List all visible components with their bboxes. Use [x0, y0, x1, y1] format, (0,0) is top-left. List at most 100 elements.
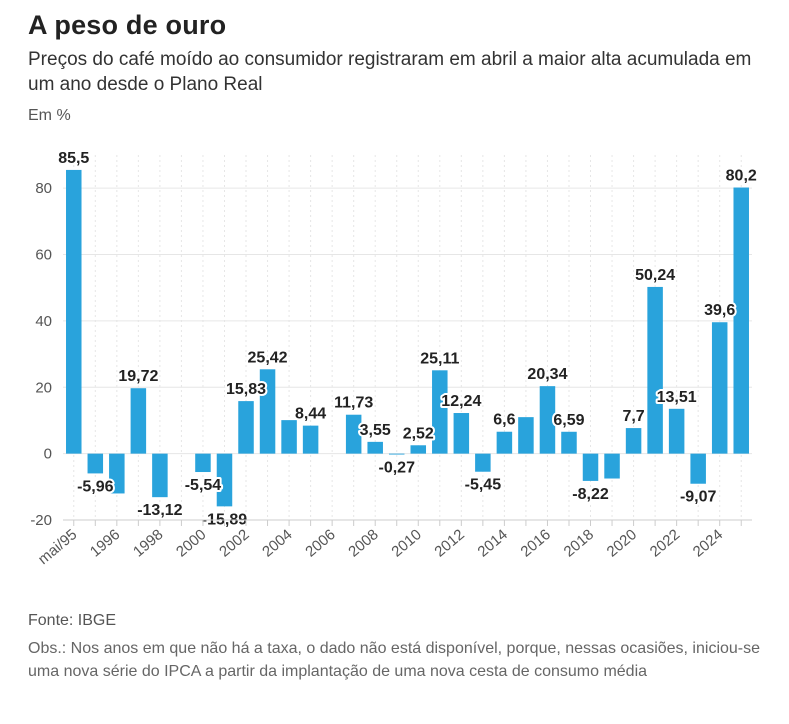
data-label-halo: 7,7 — [622, 408, 644, 425]
data-label-halo: 12,24 — [441, 393, 481, 410]
data-label-halo: 50,24 — [635, 267, 675, 284]
bar — [281, 420, 297, 454]
data-label-halo: 8,44 — [295, 406, 326, 423]
source-note: Fonte: IBGE — [28, 612, 117, 629]
data-label: 6,59 — [553, 412, 584, 429]
data-label: 2,52 — [403, 425, 434, 442]
bar — [238, 401, 254, 454]
bar — [109, 453, 125, 494]
x-tick-label: 1998 — [130, 526, 166, 560]
data-label: 15,83 — [226, 381, 266, 398]
data-label: -8,22 — [572, 486, 609, 503]
bar — [733, 187, 749, 454]
data-label-halo: 6,6 — [493, 412, 515, 429]
x-tick-label: 2018 — [561, 526, 597, 560]
bar — [475, 453, 491, 472]
bar — [388, 453, 405, 455]
data-label: 20,34 — [527, 366, 567, 383]
data-label-halo: 19,72 — [118, 368, 158, 385]
data-label-halo: -5,96 — [77, 478, 114, 495]
data-label: 11,73 — [334, 395, 373, 412]
x-tick-label: 2012 — [431, 526, 467, 560]
bar — [668, 408, 685, 454]
bar — [410, 445, 427, 454]
bar — [152, 453, 168, 498]
bar — [345, 414, 362, 454]
data-label: -9,07 — [680, 489, 717, 506]
x-tick-label: 2022 — [647, 526, 683, 560]
data-label: -5,54 — [185, 477, 222, 494]
data-label-halo: -5,54 — [185, 477, 222, 494]
data-label: 85,5 — [58, 150, 89, 167]
x-tick-label: 2024 — [690, 526, 726, 560]
data-label-halo: 39,6 — [704, 302, 735, 319]
bar — [711, 322, 728, 454]
x-tick-label: 2004 — [259, 526, 295, 560]
bar — [690, 453, 706, 484]
data-label: 25,11 — [420, 350, 459, 367]
data-label: 39,6 — [704, 302, 735, 319]
data-label-halo: 80,2 — [726, 168, 757, 185]
bar — [216, 453, 233, 507]
data-label: 7,7 — [622, 408, 644, 425]
bar — [302, 425, 319, 454]
x-tick-label: 2000 — [173, 526, 209, 560]
data-label: 13,51 — [657, 389, 697, 406]
bars — [66, 169, 749, 507]
data-label: 19,72 — [118, 368, 158, 385]
data-label: 80,2 — [726, 168, 757, 185]
y-tick-label: -20 — [30, 512, 52, 529]
y-tick-label: 60 — [35, 247, 52, 264]
bar — [561, 431, 577, 454]
data-label-halo: 2,52 — [403, 425, 434, 442]
data-label: -0,27 — [379, 460, 416, 477]
data-label-halo: 6,59 — [553, 412, 584, 429]
data-label-halo: 20,34 — [527, 366, 567, 383]
data-label-halo: 11,73 — [334, 395, 373, 412]
bar — [496, 431, 513, 454]
bar — [604, 453, 620, 479]
data-label: -13,12 — [137, 502, 182, 519]
data-label: 25,42 — [248, 349, 288, 366]
data-labels: 85,585,5-5,96-5,9619,7219,72-13,12-13,12… — [56, 148, 759, 530]
data-label-halo: 3,55 — [360, 422, 391, 439]
x-tick-label: 2020 — [604, 526, 640, 560]
chart-subtitle: Preços do café moído ao consumidor regis… — [28, 49, 752, 95]
data-label-halo: -13,12 — [137, 502, 182, 519]
bar — [367, 441, 383, 454]
data-label-halo: -9,07 — [680, 489, 717, 506]
x-tick-label: 2006 — [302, 526, 338, 560]
x-tick-label: 2016 — [518, 526, 554, 560]
bar — [259, 369, 276, 454]
data-label-halo: 13,51 — [657, 389, 697, 406]
y-tick-label: 40 — [35, 313, 52, 330]
bar — [582, 453, 599, 481]
bar — [518, 417, 534, 454]
data-label-halo: 85,5 — [58, 150, 89, 167]
data-label: 6,6 — [493, 412, 515, 429]
x-tick-label: 2002 — [216, 526, 252, 560]
x-tick-label: 2008 — [345, 526, 381, 560]
bar — [432, 370, 448, 454]
data-label: 3,55 — [360, 422, 391, 439]
data-label: 50,24 — [635, 267, 675, 284]
data-label-halo: -0,27 — [379, 460, 416, 477]
data-label-halo: 25,11 — [420, 350, 459, 367]
y-tick-label: 20 — [35, 379, 52, 396]
data-label: -5,96 — [77, 478, 114, 495]
chart-title: A peso de ouro — [28, 10, 227, 40]
data-label: 12,24 — [441, 393, 481, 410]
bar — [539, 386, 556, 454]
data-label: 8,44 — [295, 406, 326, 423]
bar — [87, 453, 104, 474]
data-label-halo: 15,83 — [226, 381, 266, 398]
bar — [130, 388, 147, 454]
y-tick-labels: -20 0 20 40 60 80 — [30, 180, 52, 529]
data-label-halo: 25,42 — [248, 349, 288, 366]
bar — [647, 286, 663, 454]
bar — [453, 413, 470, 454]
x-axis: mai/95 1996 1998 2000 2002 2004 2006 2008 2010 20… — [35, 519, 752, 568]
bar — [195, 453, 211, 473]
bar — [66, 169, 82, 454]
